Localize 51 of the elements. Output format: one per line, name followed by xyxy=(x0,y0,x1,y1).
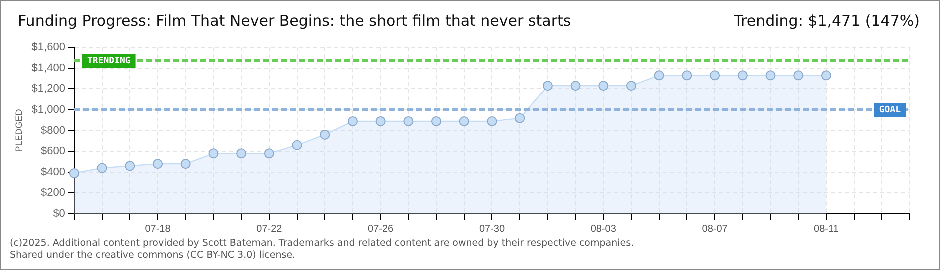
point xyxy=(376,116,386,126)
point xyxy=(515,113,526,124)
y-tick-label: $600 xyxy=(40,146,66,158)
y-tick-label: $1,200 xyxy=(32,83,66,96)
point xyxy=(125,161,136,172)
point xyxy=(766,70,776,81)
point xyxy=(432,116,442,126)
text: (c)2025. Additional content provided by Scott Bateman. Trademarks and related content are owned by their respective companies. xyxy=(10,238,634,250)
point xyxy=(682,70,692,81)
y-tick-label: $1,000 xyxy=(32,104,66,116)
point xyxy=(292,140,302,150)
x-tick-label: 08-07 xyxy=(702,224,728,235)
point xyxy=(542,81,553,92)
point xyxy=(710,70,720,81)
point xyxy=(570,81,581,92)
x-tick-label: 08-03 xyxy=(590,224,617,235)
text: Shared under the creative commons (CC BY-NC 3.0) license. xyxy=(10,250,297,262)
point xyxy=(97,163,108,174)
point xyxy=(348,116,358,126)
x-tick-label: 07-30 xyxy=(479,224,506,235)
point xyxy=(487,116,498,126)
y-axis-title: PLEDGED xyxy=(14,108,24,152)
y-tick-label: $1,400 xyxy=(32,62,66,74)
point xyxy=(153,159,163,170)
x-tick-label: 07-18 xyxy=(145,224,172,235)
point xyxy=(264,148,274,159)
point xyxy=(654,70,664,81)
x-tick-label: 07-26 xyxy=(368,224,394,235)
y-tick-label: $200 xyxy=(40,187,66,200)
point xyxy=(69,168,80,178)
point xyxy=(738,70,748,81)
x-tick-label: 08-11 xyxy=(814,224,840,235)
point xyxy=(598,81,609,92)
point xyxy=(821,70,832,81)
y-tick-label: $0 xyxy=(53,208,66,220)
y-tick-label: $1,600 xyxy=(32,42,66,54)
y-tick-label: $800 xyxy=(40,124,66,137)
chart-title: Funding Progress: Film That Never Begins: the short film that never starts xyxy=(18,12,572,30)
point xyxy=(794,70,804,81)
ref-line-label: TRENDING xyxy=(87,56,131,66)
y-tick-label: $400 xyxy=(40,166,66,178)
point xyxy=(208,148,219,159)
x-tick-label: 07-22 xyxy=(256,224,283,235)
point xyxy=(320,130,330,140)
point xyxy=(404,116,414,126)
point xyxy=(236,148,247,159)
ref-line-label: GOAL xyxy=(879,105,902,116)
point xyxy=(459,116,470,126)
point xyxy=(180,159,191,170)
point xyxy=(626,81,636,92)
chart-subtitle: Trending: $1,471 (147%) xyxy=(734,12,920,30)
